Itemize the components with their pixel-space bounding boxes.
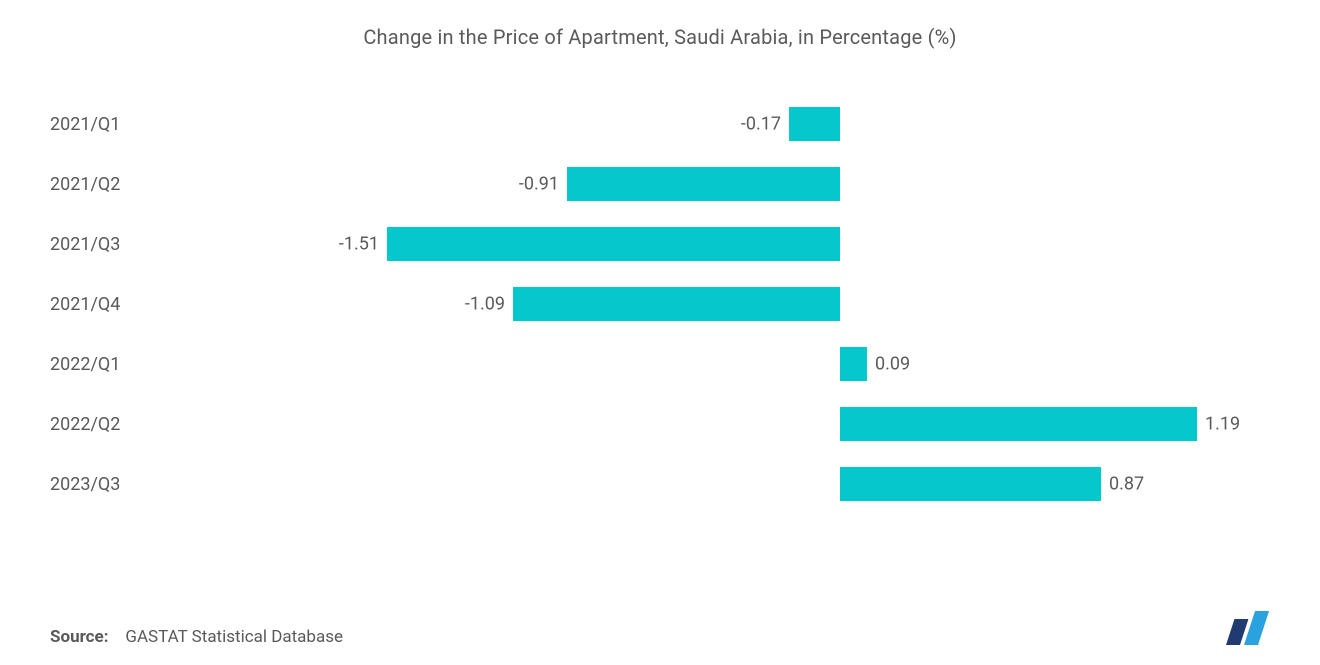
- chart-row: 2022/Q1 0.09: [50, 334, 1270, 394]
- category-label: 2021/Q4: [50, 294, 220, 315]
- value-label: 0.87: [1109, 474, 1144, 495]
- bar-track: 0.87: [240, 454, 1230, 514]
- chart-row: 2021/Q4 -1.09: [50, 274, 1270, 334]
- bar: [789, 107, 840, 141]
- chart-row: 2021/Q3 -1.51: [50, 214, 1270, 274]
- category-label: 2021/Q2: [50, 174, 220, 195]
- value-label: 0.09: [875, 354, 910, 375]
- bar: [387, 227, 840, 261]
- category-label: 2022/Q2: [50, 414, 220, 435]
- bar: [840, 407, 1197, 441]
- source-label: Source:: [50, 627, 108, 647]
- value-label: -0.91: [519, 174, 559, 195]
- bar-track: -0.17: [240, 94, 1230, 154]
- logo-icon: [1224, 607, 1270, 647]
- value-label: -0.17: [741, 114, 781, 135]
- source-line: Source: GASTAT Statistical Database: [50, 627, 343, 647]
- bar-track: 0.09: [240, 334, 1230, 394]
- category-label: 2022/Q1: [50, 354, 220, 375]
- value-label: 1.19: [1205, 414, 1240, 435]
- bar: [840, 347, 867, 381]
- brand-logo: [1224, 607, 1270, 647]
- category-label: 2021/Q3: [50, 234, 220, 255]
- value-label: -1.09: [465, 294, 505, 315]
- chart-title: Change in the Price of Apartment, Saudi …: [50, 25, 1270, 49]
- bar: [513, 287, 840, 321]
- chart-row: 2022/Q2 1.19: [50, 394, 1270, 454]
- bar-track: -1.51: [240, 214, 1230, 274]
- chart-row: 2021/Q2 -0.91: [50, 154, 1270, 214]
- chart-container: Change in the Price of Apartment, Saudi …: [0, 0, 1320, 665]
- bar: [840, 467, 1101, 501]
- value-label: -1.51: [339, 234, 379, 255]
- category-label: 2023/Q3: [50, 474, 220, 495]
- category-label: 2021/Q1: [50, 114, 220, 135]
- bar-track: -0.91: [240, 154, 1230, 214]
- bar: [567, 167, 840, 201]
- source-text: GASTAT Statistical Database: [125, 627, 343, 647]
- chart-row: 2021/Q1 -0.17: [50, 94, 1270, 154]
- chart-footer: Source: GASTAT Statistical Database: [50, 607, 1270, 647]
- bar-track: 1.19: [240, 394, 1230, 454]
- bar-track: -1.09: [240, 274, 1230, 334]
- chart-row: 2023/Q3 0.87: [50, 454, 1270, 514]
- plot-area: 2021/Q1-0.172021/Q2-0.912021/Q3-1.512021…: [50, 94, 1270, 574]
